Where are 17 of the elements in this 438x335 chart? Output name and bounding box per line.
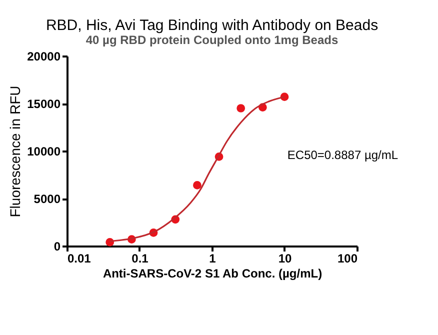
point [236, 104, 246, 112]
x-tick-label: 100 [337, 252, 358, 266]
y-tick-label: 0 [54, 240, 61, 254]
y-axis-title: Fluorescence in RFU [7, 86, 24, 218]
y-tick-label: 5000 [34, 192, 61, 206]
x-tick-label: 1 [209, 252, 216, 266]
chart-subtitle: 40 µg RBD protein Coupled onto 1mg Beads [86, 33, 338, 47]
y-tick-label: 20000 [27, 50, 61, 64]
y-tick-label: 15000 [27, 97, 61, 111]
x-tick-label: 0.01 [68, 252, 92, 266]
annotation: EC50=0.8887 µg/mL [287, 148, 398, 162]
y-tick-label: 10000 [27, 144, 61, 158]
x-tick-label: 10 [278, 252, 292, 266]
x-tick-label: 0.1 [132, 252, 149, 266]
point [193, 181, 202, 190]
chart-title: RBD, His, Avi Tag Binding with Antibody on Beads [46, 17, 378, 34]
x-axis-title: Anti-SARS-CoV-2 S1 Ab Conc. (µg/mL) [102, 266, 322, 280]
